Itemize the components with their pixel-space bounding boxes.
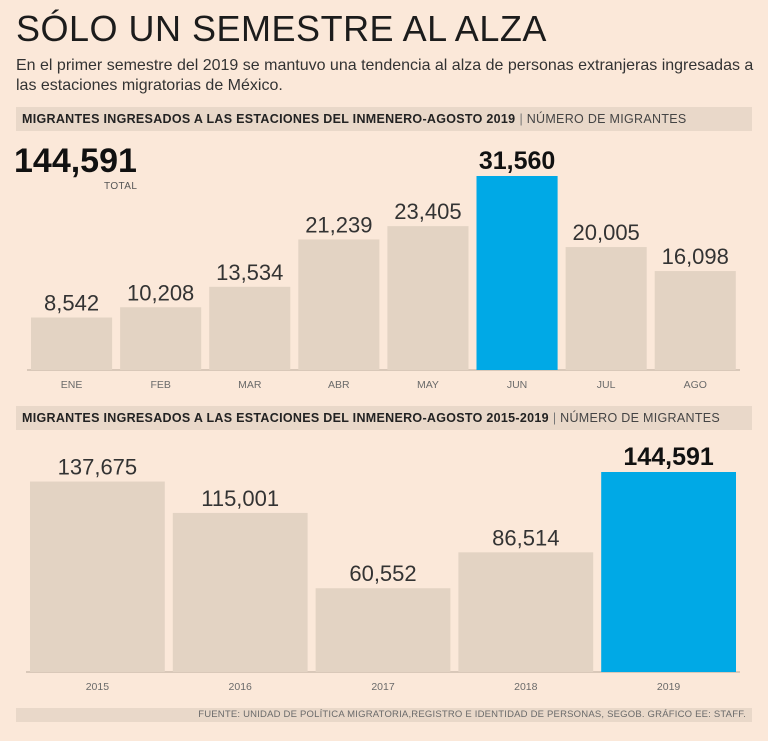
data-label: 115,001 <box>201 486 279 511</box>
monthly-chart-header: MIGRANTES INGRESADOS A LAS ESTACIONES DE… <box>16 107 752 131</box>
x-tick-label: 2017 <box>371 681 395 693</box>
data-label: 20,005 <box>573 220 640 245</box>
bar-may <box>387 226 469 370</box>
bar-2019 <box>601 472 736 672</box>
yearly-bar-chart: 137,675 2015 115,001 2016 60,552 2017 86,514 20… <box>26 443 740 693</box>
bar-jun <box>476 176 558 370</box>
x-tick-label: MAY <box>417 379 439 391</box>
data-label: 13,534 <box>216 260 283 285</box>
x-tick-label: ABR <box>328 379 350 391</box>
bar-abr <box>298 239 380 370</box>
x-tick-label: 2019 <box>657 681 681 693</box>
source-note: FUENTE: UNIDAD DE POLÍTICA MIGRATORIA,RE… <box>16 708 752 722</box>
x-tick-label: MAR <box>238 379 262 391</box>
bar-2018 <box>458 552 594 672</box>
bar-2017 <box>315 588 451 672</box>
x-tick-label: 2018 <box>514 681 538 693</box>
bar-ago <box>654 271 736 370</box>
bar-ene <box>31 317 113 370</box>
data-label: 86,514 <box>492 525 559 550</box>
bar-2016 <box>172 512 308 672</box>
data-label: 31,560 <box>479 147 555 175</box>
monthly-bar-chart: 8,542 ENE 10,208 FEB 13,534 MAR 21,239 ABR 23,40… <box>27 147 740 391</box>
x-tick-label: AGO <box>684 379 707 391</box>
yearly-chart-unit: NÚMERO DE MIGRANTES <box>560 411 721 425</box>
data-label: 16,098 <box>662 244 729 269</box>
bar-2015 <box>30 481 165 672</box>
data-label: 137,675 <box>58 455 138 480</box>
total-value: 144,591 <box>14 142 137 180</box>
x-tick-label: JUL <box>597 379 616 391</box>
x-tick-label: 2016 <box>229 681 253 693</box>
data-label: 21,239 <box>305 212 372 237</box>
data-label: 8,542 <box>44 290 99 315</box>
bar-jul <box>565 247 647 370</box>
data-label: 144,591 <box>623 443 713 471</box>
header-separator: | <box>552 411 557 425</box>
monthly-chart-unit: NÚMERO DE MIGRANTES <box>526 112 687 126</box>
data-label: 60,552 <box>349 561 416 586</box>
data-label: 10,208 <box>127 280 194 305</box>
x-tick-label: ENE <box>61 379 83 391</box>
total-label: TOTAL <box>104 181 138 192</box>
page-title: SÓLO UN SEMESTRE AL ALZA <box>16 8 547 49</box>
yearly-chart-header: MIGRANTES INGRESADOS A LAS ESTACIONES DE… <box>16 406 752 430</box>
bar-feb <box>120 307 202 370</box>
header-separator: | <box>519 112 523 126</box>
yearly-chart-title: MIGRANTES INGRESADOS A LAS ESTACIONES DE… <box>22 411 549 425</box>
bar-mar <box>209 286 291 370</box>
x-tick-label: 2015 <box>86 681 110 693</box>
monthly-chart-title: MIGRANTES INGRESADOS A LAS ESTACIONES DE… <box>22 112 516 126</box>
data-label: 23,405 <box>394 199 461 224</box>
x-tick-label: FEB <box>150 379 170 391</box>
page-subtitle: En el primer semestre del 2019 se mantuv… <box>16 57 754 94</box>
x-tick-label: JUN <box>507 379 527 391</box>
